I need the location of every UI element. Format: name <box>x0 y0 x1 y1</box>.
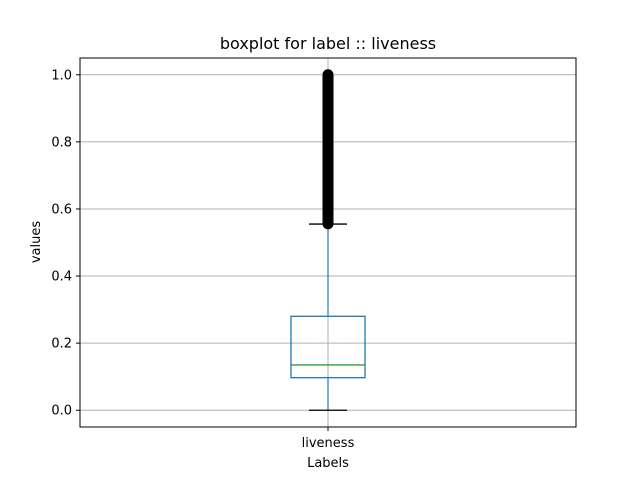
y-tick-label: 1.0 <box>51 68 72 83</box>
y-tick-label: 0.8 <box>51 135 72 150</box>
box-group <box>290 69 366 411</box>
iqr-box <box>290 315 366 379</box>
y-tick-label: 0.2 <box>51 337 72 352</box>
x-tick-label: liveness <box>302 436 355 451</box>
y-axis-ticks: 0.0 0.2 0.4 0.6 0.8 1.0 <box>51 68 80 419</box>
x-axis-label: Labels <box>307 456 349 471</box>
chart-title: boxplot for label :: liveness <box>220 34 436 53</box>
y-axis-label: values <box>29 221 44 264</box>
y-tick-label: 0.0 <box>51 404 72 419</box>
y-tick-label: 0.6 <box>51 202 72 217</box>
x-axis-ticks: liveness <box>302 427 355 451</box>
y-tick-label: 0.4 <box>51 270 72 285</box>
outlier-point <box>322 69 334 81</box>
